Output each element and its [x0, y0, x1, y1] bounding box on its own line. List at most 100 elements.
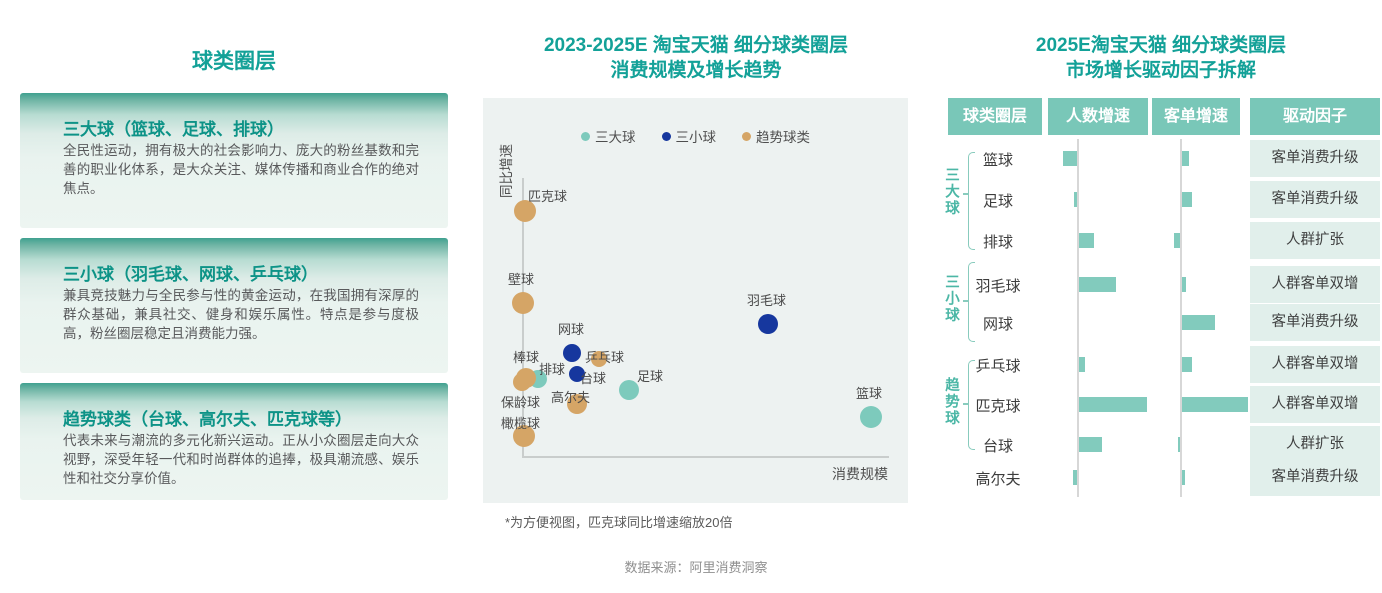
table-chart-title-line1: 2025E淘宝天猫 细分球类圈层	[1035, 35, 1287, 56]
legend-dot-teal	[581, 131, 590, 141]
scatter-point-label-台球: 台球	[580, 371, 607, 386]
row-label-乒乓球: 乒乓球	[975, 358, 1021, 375]
scatter-point-label-高尔夫: 高尔夫	[551, 390, 591, 405]
people-growth-bar-匹克球	[1079, 396, 1147, 412]
people-growth-bar-足球	[1074, 191, 1077, 207]
scatter-point-台球	[591, 351, 607, 367]
y-axis-line	[522, 178, 524, 457]
scatter-point-label-篮球: 篮球	[856, 386, 883, 401]
card-heading: 三小球（羽毛球、网球、乒乓球）	[63, 265, 318, 284]
scatter-point-label-壁球: 壁球	[508, 272, 535, 287]
ticket-growth-bar-台球	[1178, 436, 1180, 452]
legend-dot-blue	[661, 131, 671, 141]
group-bracket-tick-三大球	[963, 193, 968, 195]
legend-label: 趋势球类	[756, 130, 810, 145]
ticket-growth-bar-匹克球	[1182, 396, 1248, 412]
card-body: 兼具竞技魅力与全民参与性的黄金运动，在我国拥有深厚的群众基础，兼具社交、健身和娱…	[63, 288, 419, 341]
people-growth-bar-高尔夫	[1073, 469, 1077, 485]
group-bracket-趋势球	[968, 360, 975, 450]
scatter-point-label-棒球: 棒球	[513, 350, 540, 365]
row-label-排球: 排球	[982, 234, 1013, 251]
scatter-point-label-网球: 网球	[558, 322, 585, 337]
scatter-point-壁球	[512, 292, 534, 314]
people-growth-axis-line	[1077, 139, 1079, 497]
table-chart-title-line2: 市场增长驱动因子拆解	[1065, 60, 1256, 81]
driver-cell-网球: 客单消费升级	[1250, 303, 1380, 341]
driver-cell-羽毛球: 人群客单双增	[1250, 265, 1380, 303]
card-heading: 趋势球类（台球、高尔夫、匹克球等）	[63, 410, 352, 429]
row-label-台球: 台球	[982, 438, 1013, 455]
ticket-growth-bar-足球	[1182, 191, 1192, 207]
driver-cell-篮球: 客单消费升级	[1250, 139, 1380, 177]
legend-label: 三大球	[595, 130, 636, 145]
scatter-point-高尔夫	[567, 394, 587, 414]
group-bracket-三大球	[968, 152, 975, 250]
table-header-ticket-growth: 客单增速	[1152, 98, 1240, 135]
scatter-point-label-排球: 排球	[539, 362, 566, 377]
scatter-point-网球	[563, 344, 581, 362]
driver-cell-匹克球: 人群客单双增	[1250, 385, 1380, 423]
people-growth-bar-羽毛球	[1079, 276, 1116, 292]
left-panel-title: 球类圈层	[192, 50, 276, 73]
group-label-三小球: 三小球	[943, 274, 959, 324]
card-body: 代表未来与潮流的多元化新兴运动。正从小众圈层走向大众视野，深受年轻一代和时尚群体…	[63, 433, 419, 486]
scatter-point-乒乓球	[569, 366, 585, 382]
legend-dot-tan	[742, 131, 751, 141]
table-header-people-growth: 人数增速	[1048, 98, 1148, 135]
row-label-篮球: 篮球	[982, 152, 1013, 169]
driver-cell-足球: 客单消费升级	[1250, 180, 1380, 218]
scatter-points-layer: 保龄球 排球 棒球 匹克球 壁球 橄榄球 高尔夫 台球 网球 乒乓球 足球 羽毛球 篮球	[483, 98, 908, 503]
ticket-growth-bar-网球	[1182, 314, 1215, 330]
ticket-growth-bar-篮球	[1182, 150, 1189, 166]
scatter-plot: 三大球 三小球 趋势球类 同比增速 消费规模 保龄球 排球 棒球 匹克球 壁球 橄榄球 高尔…	[483, 98, 908, 503]
scatter-point-label-乒乓球: 乒乓球	[585, 350, 625, 365]
scatter-point-匹克球	[514, 200, 536, 222]
card-three-major-balls: 三大球（篮球、足球、排球） 全民性运动，拥有极大的社会影响力、庞大的粉丝基数和完…	[20, 93, 448, 228]
legend-item-three-major: 三大球	[581, 126, 636, 146]
scatter-point-label-匹克球: 匹克球	[528, 189, 568, 204]
row-label-网球: 网球	[982, 316, 1013, 333]
scatter-point-label-羽毛球: 羽毛球	[747, 293, 787, 308]
ticket-growth-bar-乒乓球	[1182, 356, 1192, 372]
scatter-point-足球	[619, 380, 639, 400]
card-trend-balls: 趋势球类（台球、高尔夫、匹克球等） 代表未来与潮流的多元化新兴运动。正从小众圈层…	[20, 383, 448, 500]
group-bracket-tick-趋势球	[963, 403, 968, 405]
table-header-driver: 驱动因子	[1250, 98, 1380, 135]
data-source: 数据来源：阿里消费洞察	[624, 560, 768, 575]
group-label-趋势球: 趋势球	[943, 377, 959, 427]
people-growth-bar-台球	[1079, 436, 1102, 452]
driver-cell-排球: 人群扩张	[1250, 221, 1380, 259]
driver-cell-台球: 人群扩张	[1250, 425, 1380, 463]
scatter-chart-title: 2023-2025E 淘宝天猫 细分球类圈层 消费规模及增长趋势	[483, 33, 909, 83]
people-growth-bar-排球	[1079, 232, 1094, 248]
legend-item-three-small: 三小球	[661, 126, 717, 146]
scatter-footnote: *为方便视图，匹克球同比增速缩放20倍	[505, 515, 733, 530]
driver-cell-乒乓球: 人群客单双增	[1250, 345, 1380, 383]
people-growth-bar-乒乓球	[1079, 356, 1085, 372]
ticket-growth-bar-排球	[1174, 232, 1180, 248]
scatter-point-棒球	[516, 368, 536, 388]
scatter-point-label-足球: 足球	[637, 369, 664, 384]
row-label-高尔夫: 高尔夫	[975, 471, 1021, 488]
card-three-small-balls: 三小球（羽毛球、网球、乒乓球） 兼具竞技魅力与全民参与性的黄金运动，在我国拥有深…	[20, 238, 448, 373]
row-label-足球: 足球	[982, 193, 1013, 210]
ticket-growth-axis-line	[1180, 139, 1182, 497]
x-axis-line	[522, 456, 889, 458]
row-label-匹克球: 匹克球	[975, 398, 1021, 415]
ticket-growth-bar-高尔夫	[1182, 469, 1185, 485]
scatter-legend: 三大球 三小球 趋势球类	[483, 126, 908, 146]
scatter-chart-title-line1: 2023-2025E 淘宝天猫 细分球类圈层	[543, 35, 849, 56]
row-label-羽毛球: 羽毛球	[975, 278, 1021, 295]
driver-cell-高尔夫: 客单消费升级	[1250, 458, 1380, 496]
scatter-chart-title-line2: 消费规模及增长趋势	[610, 60, 782, 81]
x-axis-label: 消费规模	[832, 466, 888, 482]
group-label-三大球: 三大球	[943, 167, 959, 217]
table-header-category: 球类圈层	[948, 98, 1042, 135]
scatter-point-label-保龄球: 保龄球	[501, 395, 541, 410]
table-chart-title: 2025E淘宝天猫 细分球类圈层 市场增长驱动因子拆解	[940, 33, 1382, 83]
group-bracket-三小球	[968, 262, 975, 342]
legend-item-trend: 趋势球类	[742, 126, 810, 146]
card-heading: 三大球（篮球、足球、排球）	[63, 120, 284, 139]
legend-label: 三小球	[675, 130, 717, 145]
